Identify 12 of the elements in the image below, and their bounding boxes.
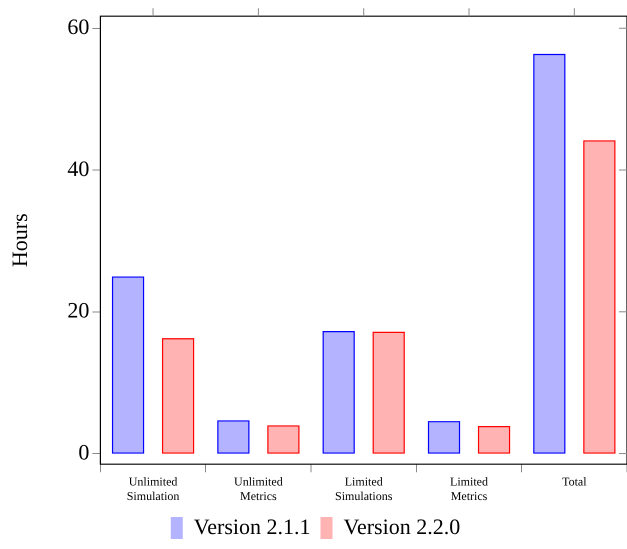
x-tick-label: Unlimited Metrics (234, 474, 283, 503)
y-tick-label: 0 (78, 439, 90, 464)
y-tick-label: 40 (67, 156, 90, 181)
y-axis-title: Hours (6, 213, 32, 268)
y-tick-label: 20 (67, 298, 90, 323)
legend-label: Version 2.1.1 (194, 514, 311, 539)
x-tick-label: Limited Simulations (335, 474, 393, 503)
x-tick-label: Total (562, 474, 588, 489)
x-tick-label: Unlimited Simulation (126, 474, 180, 503)
y-tick-label: 60 (67, 14, 90, 40)
legend-label: Version 2.2.0 (344, 514, 460, 539)
x-tick-label: Limited Metrics (450, 474, 488, 503)
